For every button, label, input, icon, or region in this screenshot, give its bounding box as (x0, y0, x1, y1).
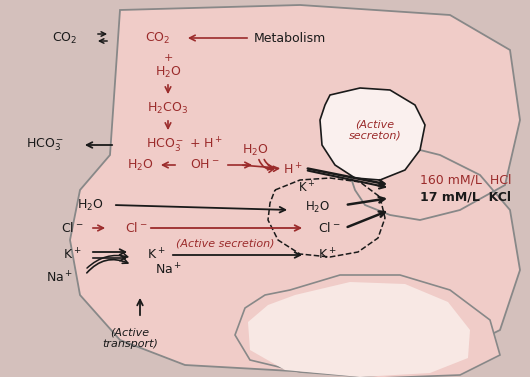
Text: H$_2$O: H$_2$O (77, 198, 103, 213)
Text: Cl$^-$: Cl$^-$ (318, 221, 340, 235)
Text: OH$^-$: OH$^-$ (190, 158, 220, 172)
Text: K$^+$: K$^+$ (318, 247, 337, 263)
Polygon shape (70, 5, 520, 372)
Text: K$^+$: K$^+$ (147, 247, 165, 263)
Text: 160 mM/L  HCl: 160 mM/L HCl (420, 173, 511, 187)
Text: HCO$_3^-$: HCO$_3^-$ (26, 137, 64, 153)
Text: H$_2$O: H$_2$O (155, 64, 181, 80)
Text: Na$^+$: Na$^+$ (47, 270, 74, 286)
Text: K$^+$: K$^+$ (298, 180, 316, 196)
Text: H$_2$O: H$_2$O (242, 143, 268, 158)
Text: 17 mM/L  KCl: 17 mM/L KCl (420, 190, 511, 204)
Text: H$_2$O: H$_2$O (127, 158, 153, 173)
Text: CO$_2$: CO$_2$ (145, 31, 170, 46)
Text: H$^+$: H$^+$ (283, 162, 303, 178)
Text: (Active
secreton): (Active secreton) (349, 119, 401, 141)
Text: H$_2$CO$_3$: H$_2$CO$_3$ (147, 100, 189, 115)
Polygon shape (235, 275, 500, 377)
Text: H$_2$O: H$_2$O (305, 199, 330, 215)
Text: Cl$^-$: Cl$^-$ (125, 221, 147, 235)
Text: CO$_2$: CO$_2$ (52, 31, 78, 46)
Text: Cl$^-$: Cl$^-$ (61, 221, 83, 235)
Text: (Active secretion): (Active secretion) (176, 238, 274, 248)
Polygon shape (248, 282, 470, 377)
Text: Na$^+$: Na$^+$ (155, 262, 182, 277)
Text: K$^+$: K$^+$ (63, 247, 81, 263)
Text: HCO$_3^-$ + H$^+$: HCO$_3^-$ + H$^+$ (146, 136, 224, 155)
Polygon shape (320, 88, 425, 180)
Text: (Active
transport): (Active transport) (102, 327, 158, 349)
Text: Metabolism: Metabolism (254, 32, 326, 44)
Text: +: + (163, 53, 173, 63)
